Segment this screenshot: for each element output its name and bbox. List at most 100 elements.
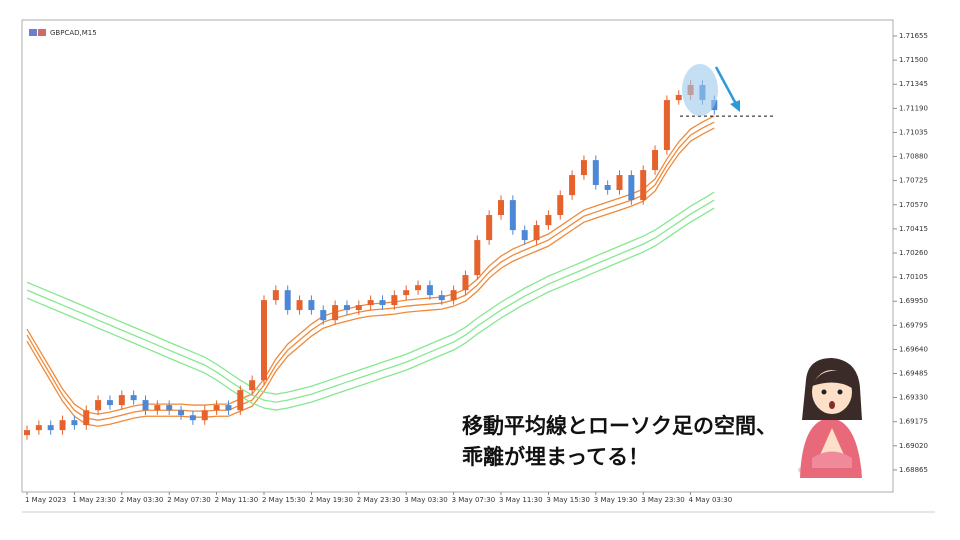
x-tick-label: 2 May 19:30 — [309, 496, 353, 504]
y-tick-label: 1.69330 — [899, 394, 928, 402]
candle-body — [71, 420, 78, 426]
candle-body — [652, 150, 659, 171]
candle-body — [486, 215, 493, 241]
candle-body — [308, 300, 315, 311]
candle-body — [379, 300, 386, 306]
candle-body — [59, 420, 66, 431]
candle-body — [225, 405, 232, 411]
x-tick-label: 2 May 11:30 — [215, 496, 259, 504]
annotation: 移動平均線とローソク足の空間、 — [462, 414, 777, 438]
candle-body — [367, 300, 374, 306]
candle-body — [178, 410, 185, 416]
candle-body — [628, 175, 635, 201]
candle-body — [154, 405, 161, 411]
candle-body — [533, 225, 540, 241]
x-tick-label: 3 May 11:30 — [499, 496, 543, 504]
y-tick-label: 1.70415 — [899, 225, 928, 233]
candle-body — [237, 390, 244, 411]
candle-body — [106, 400, 113, 406]
candle-body — [462, 275, 469, 291]
y-tick-label: 1.69640 — [899, 345, 928, 353]
y-tick-label: 1.70570 — [899, 201, 928, 209]
candle-body — [166, 405, 173, 411]
symbol-label: GBPCAD,M15 — [50, 29, 97, 37]
x-tick-label: 3 May 15:30 — [546, 496, 590, 504]
arrow-head — [730, 100, 740, 112]
marks: 1.71655 1.71500 1.71345 1.71190 1.71035 1.708… — [24, 32, 928, 504]
candle-body — [189, 415, 196, 421]
y-tick-label: 1.70880 — [899, 153, 928, 161]
symbol-icon — [29, 29, 46, 36]
candle-body — [35, 425, 42, 431]
x-tick-label: 3 May 07:30 — [452, 496, 496, 504]
x-tick-label: 3 May 03:30 — [404, 496, 448, 504]
candle-body — [391, 295, 398, 306]
candle-body — [343, 305, 350, 311]
candle-body — [83, 410, 90, 426]
candle-body — [284, 290, 291, 311]
y-tick-label: 1.68865 — [899, 466, 928, 474]
y-tick-label: 1.71345 — [899, 80, 928, 88]
y-tick-label: 1.69020 — [899, 442, 928, 450]
candle-body — [663, 100, 670, 151]
candle-body — [474, 240, 481, 276]
x-tick-label: 2 May 23:30 — [357, 496, 401, 504]
candle-body — [450, 290, 457, 301]
x-tick-label: 3 May 23:30 — [641, 496, 685, 504]
candle-body — [320, 310, 327, 321]
annotation: 乖離が埋まってる！ — [462, 445, 649, 469]
candle-body — [142, 400, 149, 411]
candle-body — [545, 215, 552, 226]
candle-body — [296, 300, 303, 311]
candle-body — [557, 195, 564, 216]
candle-body — [616, 175, 623, 190]
candle-body — [118, 395, 125, 406]
candle-body — [438, 295, 445, 301]
x-tick-label: 1 May 2023 — [25, 496, 66, 504]
candle-body — [249, 380, 256, 391]
candle-body — [640, 170, 647, 201]
candle-body — [95, 400, 102, 411]
y-tick-label: 1.69175 — [899, 418, 928, 426]
x-tick-label: 3 May 19:30 — [594, 496, 638, 504]
candle-body — [569, 175, 576, 196]
arrow-shaft — [714, 66, 738, 105]
y-tick-label: 1.69485 — [899, 370, 928, 378]
y-tick-label: 1.69950 — [899, 297, 928, 305]
candle-body — [355, 305, 362, 311]
candle-body — [521, 230, 528, 241]
candle-body — [415, 285, 422, 291]
y-tick-label: 1.70260 — [899, 249, 928, 257]
y-tick-label: 1.71190 — [899, 104, 928, 112]
candle-body — [426, 285, 433, 296]
y-tick-label: 1.71655 — [899, 32, 928, 40]
moving-average-line — [26, 207, 715, 411]
candle-body — [580, 160, 587, 176]
candle-body — [509, 200, 516, 231]
candle-body — [592, 160, 599, 186]
x-tick-label: 1 May 23:30 — [72, 496, 116, 504]
y-tick-label: 1.71035 — [899, 128, 928, 136]
candle-body — [403, 290, 410, 296]
candle-body — [332, 305, 339, 321]
x-tick-label: 2 May 15:30 — [262, 496, 306, 504]
y-tick-label: 1.71500 — [899, 56, 928, 64]
candle-body — [261, 300, 267, 381]
y-tick-label: 1.70725 — [899, 177, 928, 185]
woman-illustration — [798, 358, 862, 478]
moving-average-line — [26, 199, 715, 403]
x-tick-label: 4 May 03:30 — [689, 496, 733, 504]
x-tick-label: 2 May 07:30 — [167, 496, 211, 504]
candle-body — [604, 185, 611, 190]
x-tick-label: 2 May 03:30 — [120, 496, 164, 504]
candle-body — [498, 200, 504, 216]
moving-average-line — [26, 127, 715, 427]
y-tick-label: 1.69795 — [899, 321, 928, 329]
moving-average-line — [26, 121, 715, 421]
candle-body — [130, 395, 137, 401]
candle-body — [213, 405, 220, 411]
plot-frame — [21, 19, 894, 493]
y-tick-label: 1.70105 — [899, 273, 928, 281]
candle-body — [24, 430, 30, 436]
